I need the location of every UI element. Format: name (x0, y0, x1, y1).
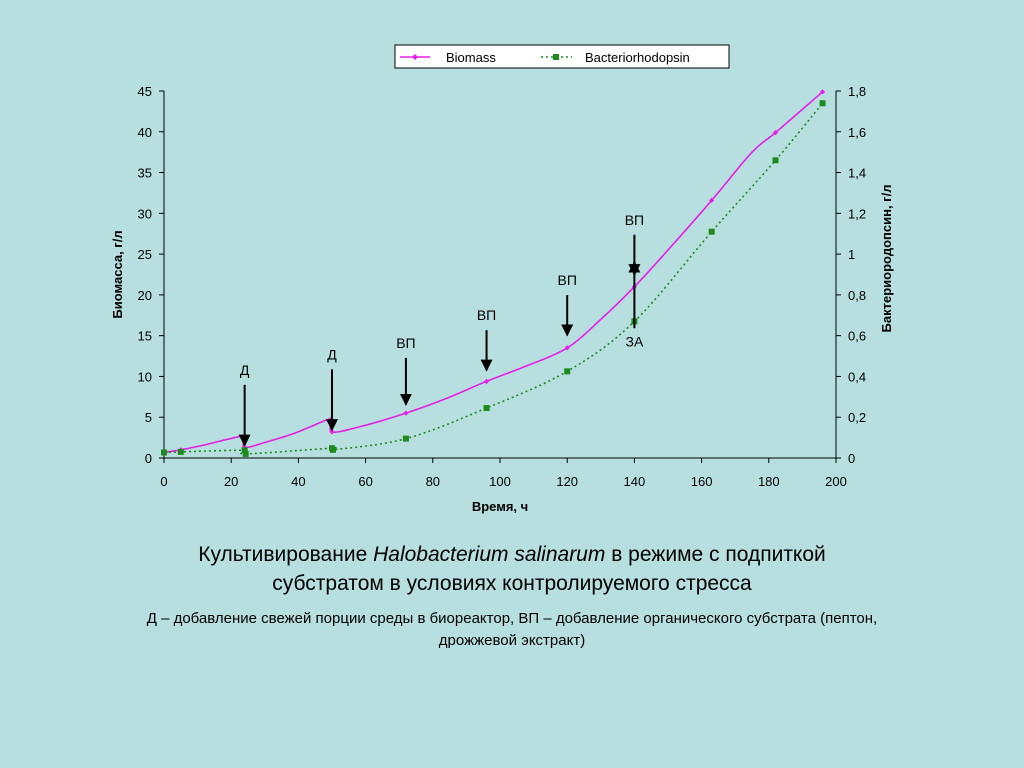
y-tick-label: 45 (138, 84, 152, 99)
y2-axis-title: Бактериородопсин, г/л (879, 185, 894, 333)
y2-tick-label: 1,2 (848, 206, 866, 221)
x-axis-title: Время, ч (472, 499, 528, 514)
y-tick-label: 40 (138, 125, 152, 140)
y2-tick-label: 1 (848, 247, 855, 262)
biomass-point (403, 410, 409, 416)
bacteriorhodopsin-line (163, 102, 824, 455)
legend-br-marker (553, 54, 559, 60)
y-tick-label: 0 (145, 451, 152, 466)
x-tick-label: 200 (825, 474, 847, 489)
bacteriorhodopsin-point (241, 447, 248, 454)
bacteriorhodopsin-point (330, 446, 337, 453)
y-tick-label: 35 (138, 166, 152, 181)
legend-biomass-marker (412, 54, 418, 60)
axes: 0 20 40 60 80 100 120 140 160 180 2000510152025303… (110, 84, 894, 514)
caption-title-after: в режиме с подпиткой (605, 543, 826, 566)
y2-tick-label: 1,8 (848, 84, 866, 99)
legend-br-label: Bacteriorhodopsin (585, 50, 690, 65)
annotation-label: ВП (477, 307, 496, 323)
annotation-label: Д (327, 346, 337, 362)
legend: Biomass Bacteriorhodopsin (394, 44, 730, 69)
bacteriorhodopsin-point (177, 448, 184, 455)
caption-title-before: Культивирование (198, 543, 374, 566)
annotation-layer: Д Д ВП ВП ВП ВП ЗА (238, 212, 644, 447)
series-layer (161, 89, 826, 457)
caption-note-line2: дрожжевой экстракт) (438, 632, 586, 649)
biomass-point (564, 345, 570, 351)
y2-tick-label: 1,4 (848, 166, 866, 181)
legend-biomass-label: Biomass (446, 50, 496, 65)
x-tick-label: 180 (758, 474, 780, 489)
x-tick-label: 0 (160, 474, 167, 489)
y-tick-label: 15 (138, 329, 152, 344)
biomass-point (483, 378, 490, 384)
y-tick-label: 10 (138, 369, 152, 384)
caption-title-line1: Культивирование Halobacterium salinarum … (0, 540, 1024, 569)
y2-tick-label: 0,2 (848, 410, 866, 425)
growth-chart: Biomass Bacteriorhodopsin 0 20 40 60 80 100 120… (110, 44, 894, 514)
annotation-label: ВП (625, 212, 644, 228)
y2-tick-label: 0,4 (848, 369, 866, 384)
annotation-label: ВП (396, 335, 415, 351)
annotation-label: ВП (557, 272, 576, 288)
bacteriorhodopsin-point (242, 450, 249, 457)
y2-tick-label: 0,8 (848, 288, 866, 303)
annotation-label: ЗА (626, 333, 644, 349)
caption-note: Д – добавление свежей порции среды в био… (0, 608, 1024, 652)
y-tick-label: 20 (138, 288, 152, 303)
bacteriorhodopsin-point (772, 157, 779, 164)
x-tick-label: 40 (291, 474, 305, 489)
caption-title: Культивирование Halobacterium salinarum … (0, 540, 1024, 598)
caption-title-line2: субстратом в условиях контролируемого ст… (272, 572, 752, 595)
x-tick-label: 80 (426, 474, 440, 489)
biomass-point (819, 89, 826, 95)
biomass-point (772, 129, 779, 136)
annotation-label: Д (240, 362, 250, 378)
bacteriorhodopsin-point (708, 228, 715, 235)
caption-note-line1: Д – добавление свежей порции среды в био… (146, 610, 878, 627)
x-tick-label: 160 (691, 474, 713, 489)
bacteriorhodopsin-point (161, 449, 167, 456)
y-tick-label: 5 (145, 410, 152, 425)
bacteriorhodopsin-point (819, 100, 826, 107)
y2-tick-label: 0 (848, 451, 855, 466)
bacteriorhodopsin-point (483, 405, 490, 412)
biomass-line (163, 91, 824, 454)
x-tick-label: 140 (624, 474, 646, 489)
y2-tick-label: 0,6 (848, 329, 866, 344)
bacteriorhodopsin-point (564, 368, 571, 375)
x-tick-label: 60 (358, 474, 372, 489)
y-axis-title: Биомасса, г/л (110, 230, 125, 318)
x-tick-label: 20 (224, 474, 238, 489)
y-tick-label: 25 (138, 247, 152, 262)
x-tick-label: 100 (489, 474, 511, 489)
biomass-point (709, 197, 715, 203)
caption-title-italic: Halobacterium salinarum (373, 543, 606, 566)
x-tick-label: 120 (556, 474, 578, 489)
bacteriorhodopsin-point (402, 435, 409, 442)
y2-tick-label: 1,6 (848, 125, 866, 140)
y-tick-label: 30 (138, 206, 152, 221)
